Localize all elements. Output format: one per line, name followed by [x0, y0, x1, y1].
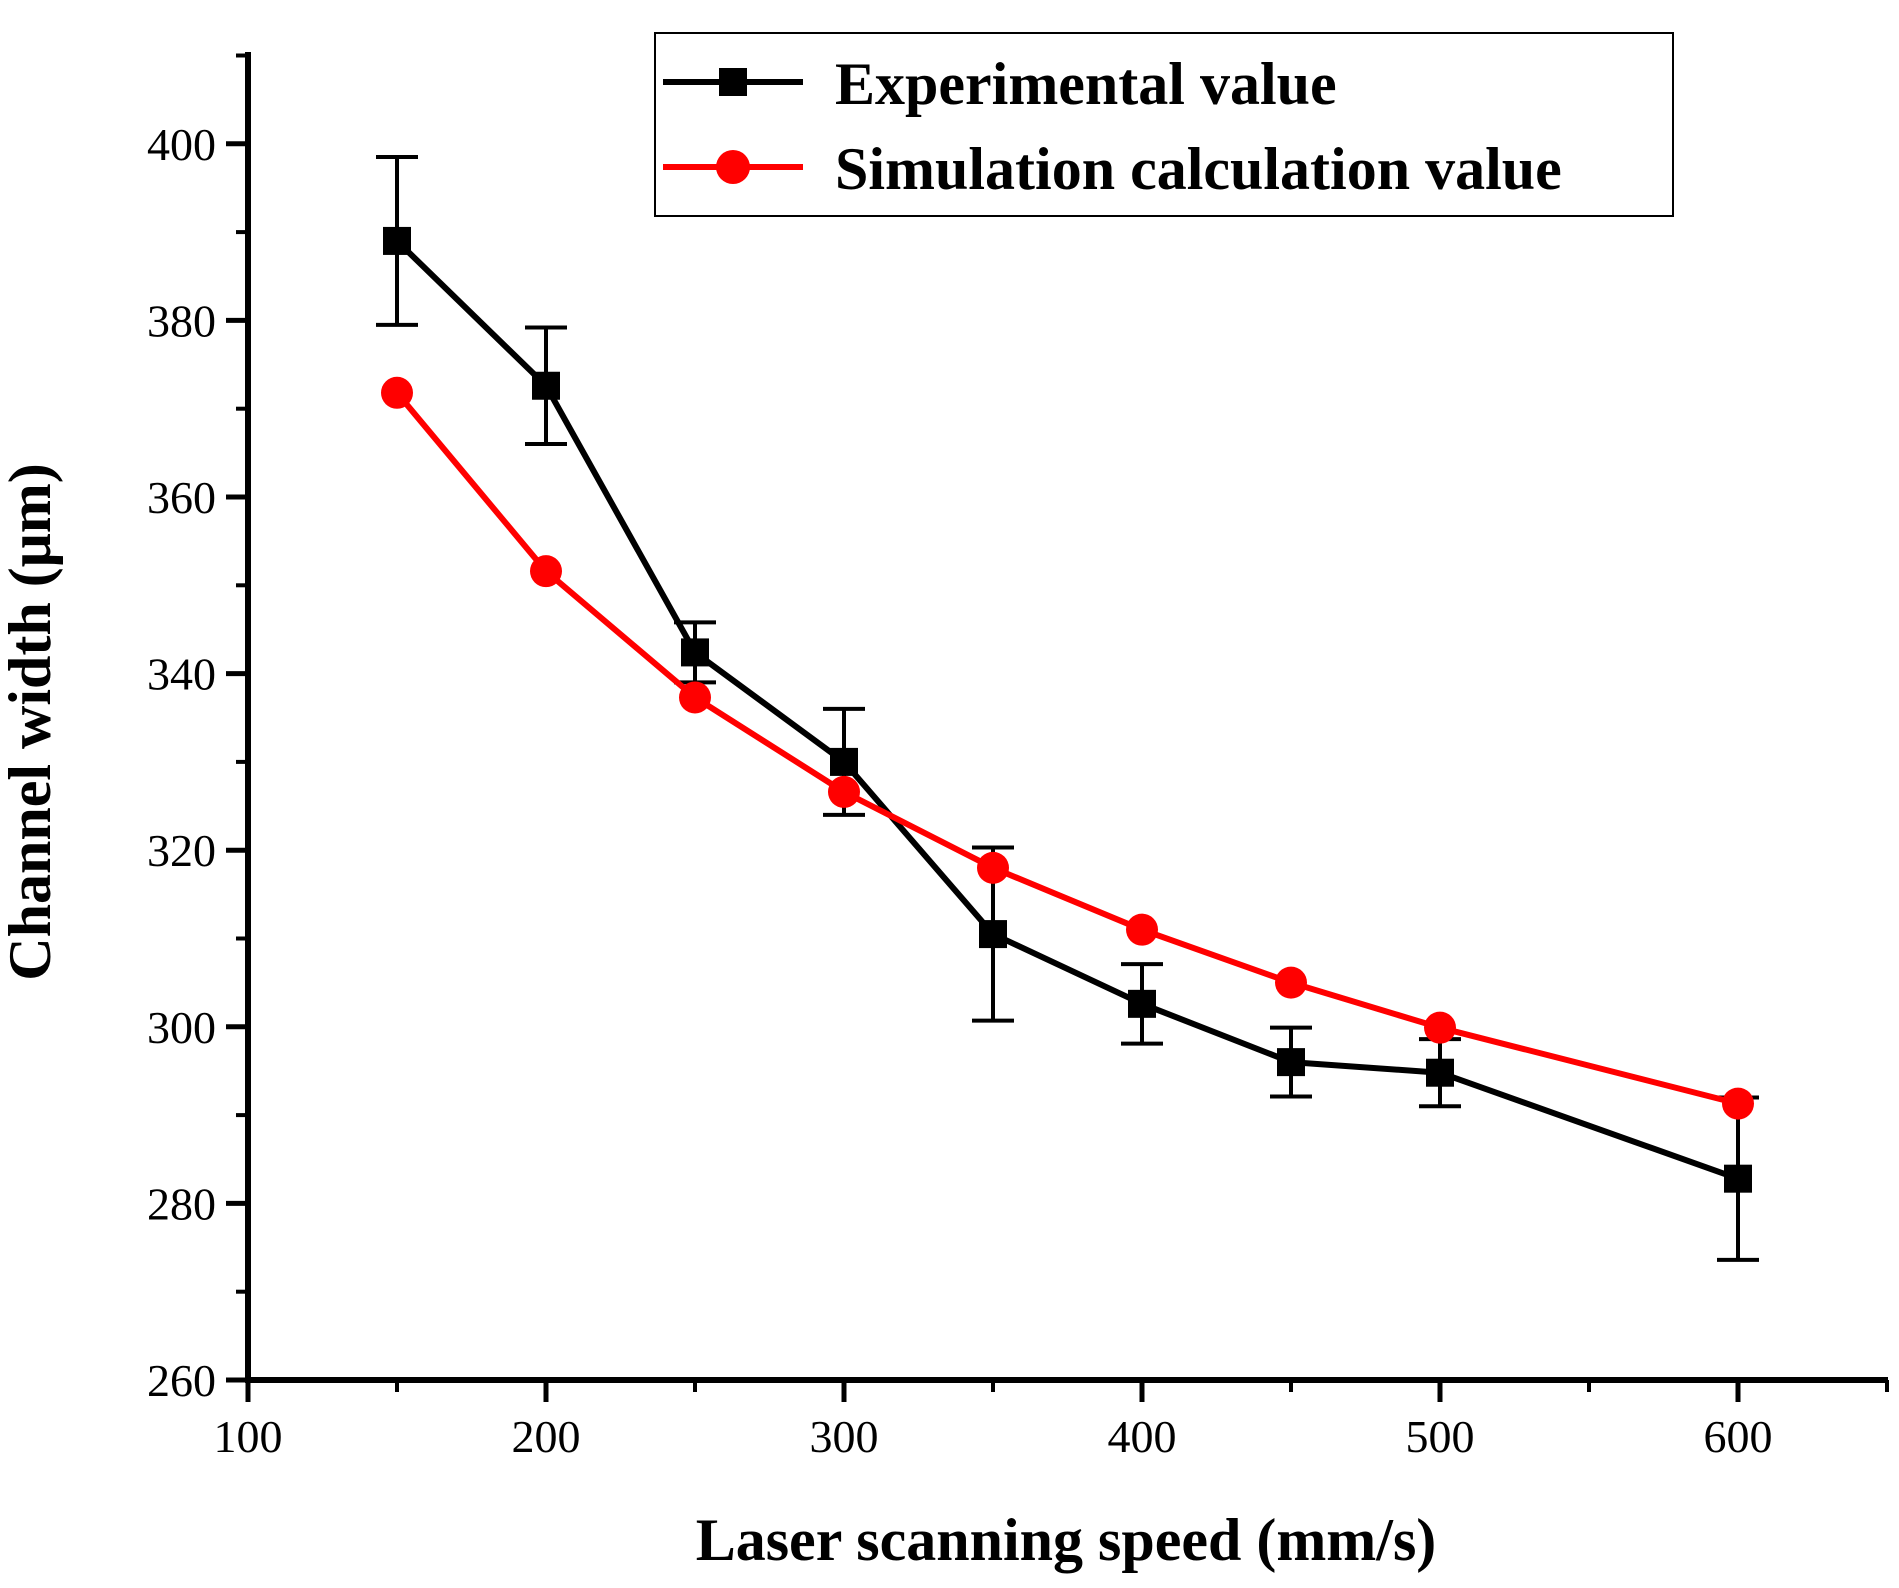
series-line-simulation: [394, 390, 1739, 1107]
data-point-simulation: [1275, 966, 1307, 999]
data-point-simulation: [530, 555, 562, 588]
y-tick-label: 340: [147, 649, 216, 700]
y-tick-label: 300: [147, 1002, 216, 1053]
x-axis-title: Laser scanning speed (mm/s): [696, 1507, 1437, 1573]
data-point-experimental: [1426, 1058, 1454, 1087]
y-tick-label: 280: [147, 1178, 216, 1229]
data-point-simulation: [1424, 1011, 1456, 1044]
series-markers: [381, 226, 1754, 1193]
data-point-simulation: [381, 376, 413, 409]
x-tick-label: 200: [512, 1411, 581, 1462]
x-tick-label: 300: [810, 1411, 879, 1462]
legend-marker-simulation: [716, 150, 750, 184]
legend-marker-experimental: [719, 68, 747, 96]
ticks: 260 280 300 320 340 360 380 400 100 200 300 400 500 6…: [147, 53, 1889, 1462]
data-point-experimental: [1724, 1164, 1752, 1193]
y-tick-label: 360: [147, 472, 216, 523]
y-tick-label: 380: [147, 295, 216, 346]
data-point-simulation: [977, 851, 1009, 884]
y-axis-title: Channel width (μm): [0, 463, 63, 980]
data-point-experimental: [383, 226, 411, 255]
legend-label-simulation: Simulation calculation value: [835, 136, 1562, 202]
x-tick-label: 400: [1108, 1411, 1177, 1462]
data-point-experimental: [1128, 989, 1156, 1018]
data-point-experimental: [532, 371, 560, 400]
data-point-experimental: [979, 920, 1007, 949]
y-tick-label: 260: [147, 1355, 216, 1406]
legend: Experimental value Simulation calculatio…: [654, 32, 1674, 217]
axes: [245, 52, 1888, 1383]
x-tick-label: 100: [214, 1411, 283, 1462]
data-point-experimental: [1277, 1048, 1305, 1077]
data-point-simulation: [1126, 913, 1158, 946]
data-point-experimental: [830, 747, 858, 776]
series-lines: [394, 238, 1740, 1182]
data-point-simulation: [679, 681, 711, 714]
data-point-simulation: [828, 775, 860, 808]
series-line-experimental: [394, 238, 1740, 1182]
y-tick-label: 320: [147, 825, 216, 876]
x-tick-label: 600: [1704, 1411, 1773, 1462]
data-point-simulation: [1722, 1087, 1754, 1120]
y-tick-label: 400: [147, 119, 216, 170]
data-point-experimental: [681, 638, 709, 667]
error-bars: [376, 155, 1759, 1262]
x-tick-label: 500: [1406, 1411, 1475, 1462]
legend-label-experimental: Experimental value: [835, 51, 1337, 117]
legend-box: [654, 32, 1674, 217]
